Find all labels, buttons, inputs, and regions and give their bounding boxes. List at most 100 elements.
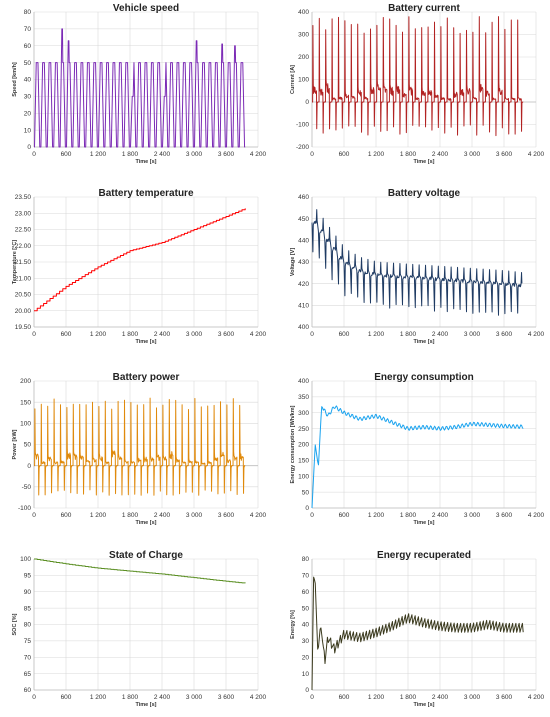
y-tick-label: 20 bbox=[302, 654, 310, 661]
x-tick-label: 1 200 bbox=[90, 151, 107, 158]
y-axis-label: Current [A] bbox=[290, 65, 296, 94]
x-tick-label: 2 400 bbox=[432, 694, 449, 701]
x-tick-label: 3 600 bbox=[496, 151, 513, 158]
y-tick-label: 0 bbox=[305, 687, 309, 694]
y-tick-label: 50 bbox=[24, 60, 32, 67]
y-tick-label: 300 bbox=[298, 410, 309, 417]
y-tick-label: 70 bbox=[24, 26, 32, 33]
x-tick-label: 4 200 bbox=[250, 151, 267, 158]
x-tick-label: 1 800 bbox=[400, 694, 417, 701]
y-tick-label: -200 bbox=[296, 144, 309, 151]
x-axis-label: Time [s] bbox=[414, 339, 435, 345]
y-tick-label: 0 bbox=[27, 144, 31, 151]
y-tick-label: 23.50 bbox=[15, 194, 32, 201]
x-tick-label: 1 200 bbox=[368, 512, 385, 519]
x-tick-label: 4 200 bbox=[528, 512, 545, 519]
x-tick-label: 0 bbox=[310, 331, 314, 338]
y-tick-label: 50 bbox=[302, 605, 310, 612]
series-line bbox=[34, 28, 246, 148]
y-tick-label: 450 bbox=[298, 216, 309, 223]
chart-8: 0 10 20 30 40 50 60 70 80 0 600 1 200 1 800 2 400 3 00… bbox=[290, 550, 545, 708]
x-tick-label: 1 800 bbox=[400, 151, 417, 158]
y-tick-label: 70 bbox=[302, 573, 310, 580]
x-tick-label: 2 400 bbox=[154, 151, 171, 158]
y-tick-label: 40 bbox=[24, 77, 32, 84]
series-line bbox=[312, 16, 524, 137]
x-tick-label: 0 bbox=[32, 512, 36, 519]
x-tick-label: 4 200 bbox=[250, 694, 267, 701]
series-line bbox=[34, 208, 246, 312]
series-line bbox=[34, 558, 246, 584]
y-tick-label: 70 bbox=[24, 654, 32, 661]
x-tick-label: 0 bbox=[310, 151, 314, 158]
x-axis-label: Time [s] bbox=[136, 520, 157, 526]
chart-title: State of Charge bbox=[109, 550, 183, 561]
y-tick-label: -100 bbox=[296, 122, 309, 129]
x-tick-label: 0 bbox=[310, 694, 314, 701]
x-tick-label: 0 bbox=[310, 512, 314, 519]
chart-title: Vehicle speed bbox=[113, 3, 179, 14]
y-axis-label: Voltage [V] bbox=[290, 248, 296, 276]
x-tick-label: 600 bbox=[339, 331, 350, 338]
chart-title: Battery power bbox=[113, 372, 180, 383]
x-tick-label: 3 000 bbox=[186, 331, 203, 338]
chart-title: Battery temperature bbox=[98, 188, 193, 199]
y-tick-label: 250 bbox=[298, 426, 309, 433]
chart-5: -100 -50 0 50 100 150 200 0 600 1 200 1 800 2 400 3 … bbox=[12, 372, 267, 526]
y-tick-label: 460 bbox=[298, 194, 309, 201]
x-tick-label: 2 400 bbox=[432, 151, 449, 158]
series-line bbox=[311, 576, 524, 691]
x-tick-label: 4 200 bbox=[250, 512, 267, 519]
y-tick-label: 30 bbox=[24, 94, 32, 101]
y-tick-label: 200 bbox=[298, 54, 309, 61]
x-tick-label: 3 600 bbox=[496, 512, 513, 519]
y-tick-label: 200 bbox=[20, 378, 31, 385]
x-tick-label: 1 200 bbox=[90, 512, 107, 519]
x-axis-label: Time [s] bbox=[414, 702, 435, 708]
y-tick-label: 50 bbox=[302, 489, 310, 496]
y-tick-label: 22.50 bbox=[15, 227, 32, 234]
y-tick-label: 350 bbox=[298, 394, 309, 401]
x-tick-label: 600 bbox=[61, 694, 72, 701]
y-tick-label: 410 bbox=[298, 303, 309, 310]
y-tick-label: 40 bbox=[302, 622, 310, 629]
chart-6: 0 50 100 150 200 250 300 350 400 0 600 1 200 1 800 2 … bbox=[290, 372, 545, 526]
y-tick-label: 90 bbox=[24, 589, 32, 596]
y-tick-label: 23.00 bbox=[15, 210, 32, 217]
x-axis-label: Time [s] bbox=[136, 702, 157, 708]
y-tick-label: 420 bbox=[298, 281, 309, 288]
x-tick-label: 0 bbox=[32, 331, 36, 338]
y-tick-label: 0 bbox=[27, 463, 31, 470]
x-tick-label: 3 000 bbox=[464, 331, 481, 338]
chart-title: Battery current bbox=[388, 3, 460, 14]
y-tick-label: 95 bbox=[24, 573, 32, 580]
y-tick-label: 75 bbox=[24, 638, 32, 645]
x-tick-label: 2 400 bbox=[432, 331, 449, 338]
x-tick-label: 2 400 bbox=[154, 331, 171, 338]
y-tick-label: 150 bbox=[20, 399, 31, 406]
x-tick-label: 1 200 bbox=[90, 694, 107, 701]
x-tick-label: 1 200 bbox=[368, 331, 385, 338]
chart-title: Energy consumption bbox=[374, 372, 473, 383]
y-axis-label: Energy consumption [Wh/km] bbox=[290, 405, 296, 483]
series-line bbox=[311, 209, 523, 316]
x-tick-label: 3 600 bbox=[496, 331, 513, 338]
y-tick-label: 80 bbox=[24, 9, 32, 16]
x-tick-label: 3 600 bbox=[218, 512, 235, 519]
x-tick-label: 3 000 bbox=[464, 151, 481, 158]
x-tick-label: 1 200 bbox=[90, 331, 107, 338]
x-tick-label: 600 bbox=[339, 512, 350, 519]
y-axis-label: SOC [%] bbox=[12, 613, 18, 635]
x-tick-label: 1 200 bbox=[368, 151, 385, 158]
x-tick-label: 2 400 bbox=[154, 512, 171, 519]
y-tick-label: 22.00 bbox=[15, 243, 32, 250]
y-tick-label: 60 bbox=[24, 43, 32, 50]
series-line bbox=[311, 405, 524, 509]
x-tick-label: 3 000 bbox=[186, 151, 203, 158]
y-tick-label: 85 bbox=[24, 605, 32, 612]
y-tick-label: 100 bbox=[298, 77, 309, 84]
y-tick-label: 400 bbox=[298, 324, 309, 331]
series-line bbox=[34, 397, 246, 496]
y-tick-label: 80 bbox=[302, 556, 310, 563]
